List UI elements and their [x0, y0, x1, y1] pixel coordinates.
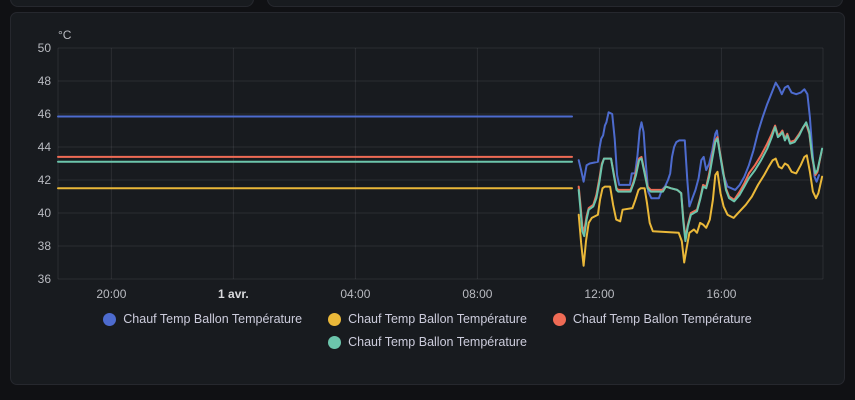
legend-series-label: Chauf Temp Ballon Température: [348, 312, 527, 326]
panel-above-right-fragment: [267, 0, 843, 7]
x-tick-label: 12:00: [584, 287, 614, 301]
legend-item[interactable]: Chauf Temp Ballon Température: [328, 335, 527, 349]
series-line-3: [577, 121, 824, 243]
legend-series-dot: [103, 312, 117, 326]
y-tick-label: 36: [38, 272, 52, 286]
series-line-1: [577, 154, 824, 267]
timeseries-chart[interactable]: 36 38 40 42 44 46 48 50 20:00 1 avr. 04:00 08:00 12:…: [11, 13, 845, 310]
legend-series-dot: [552, 312, 566, 326]
timeseries-panel: 36 38 40 42 44 46 48 50 20:00 1 avr. 04:00 08:00 12:…: [10, 12, 845, 385]
y-tick-label: 40: [38, 206, 52, 220]
series-line-0: [577, 81, 820, 208]
x-tick-label: 20:00: [96, 287, 126, 301]
legend-item[interactable]: Chauf Temp Ballon Température: [103, 312, 302, 326]
y-tick-label: 50: [38, 41, 52, 55]
x-tick-label: 1 avr.: [218, 287, 249, 301]
legend-series-label: Chauf Temp Ballon Température: [572, 312, 752, 326]
y-tick-label: 48: [38, 74, 52, 88]
chart-legend: Chauf Temp Ballon Température Chauf Temp …: [98, 312, 758, 349]
x-tick-label: 04:00: [340, 287, 370, 301]
legend-series-dot: [328, 312, 342, 326]
legend-series-dot: [328, 335, 342, 349]
panel-above-left-fragment: [10, 0, 254, 7]
y-tick-label: 42: [38, 173, 52, 187]
x-tick-label: 16:00: [706, 287, 736, 301]
x-tick-label: 08:00: [462, 287, 492, 301]
legend-series-label: Chauf Temp Ballon Température: [123, 312, 303, 326]
y-axis-unit-label: °C: [58, 28, 72, 42]
y-tick-label: 38: [38, 239, 52, 253]
y-tick-label: 46: [38, 107, 52, 121]
legend-item[interactable]: Chauf Temp Ballon Température: [552, 312, 752, 326]
legend-series-label: Chauf Temp Ballon Température: [348, 335, 527, 349]
y-tick-label: 44: [38, 140, 52, 154]
legend-item[interactable]: Chauf Temp Ballon Température: [328, 312, 527, 326]
